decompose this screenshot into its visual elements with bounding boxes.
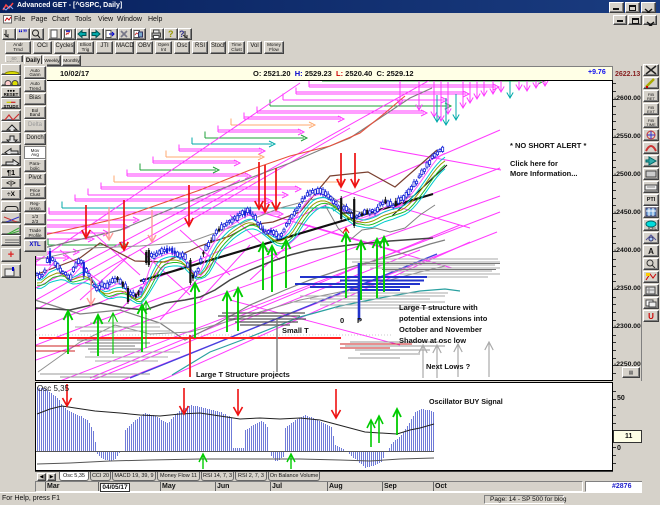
svg-text:Elliott: Elliott [5,119,18,121]
svg-text:October and November: October and November [399,325,482,334]
svg-text:potential extensions into: potential extensions into [399,314,488,323]
svg-text:Osc 5,35: Osc 5,35 [37,384,70,393]
svg-text:Next Lows ?: Next Lows ? [426,362,471,371]
svg-text:LINES: LINES [6,222,19,224]
svg-text:* NO SHORT ALERT *: * NO SHORT ALERT * [510,141,586,150]
svg-text:0: 0 [340,316,344,325]
svg-text:More Information...: More Information... [510,169,578,178]
svg-text:Click here for: Click here for [510,159,558,168]
svg-text:Large T Structure projects: Large T Structure projects [196,370,290,379]
svg-text:Oscillator BUY Signal: Oscillator BUY Signal [429,397,503,406]
svg-text:Small T: Small T [282,326,309,335]
svg-text:?: ? [179,29,185,39]
svg-text:GANN: GANN [6,233,19,235]
svg-text:P: P [357,316,362,325]
svg-text:ICFL: ICFL [648,226,657,231]
svg-text:TIE: TIE [8,245,15,247]
svg-text:Shadow at osc low: Shadow at osc low [399,336,466,345]
svg-text:Large T structure with: Large T structure with [399,303,478,312]
